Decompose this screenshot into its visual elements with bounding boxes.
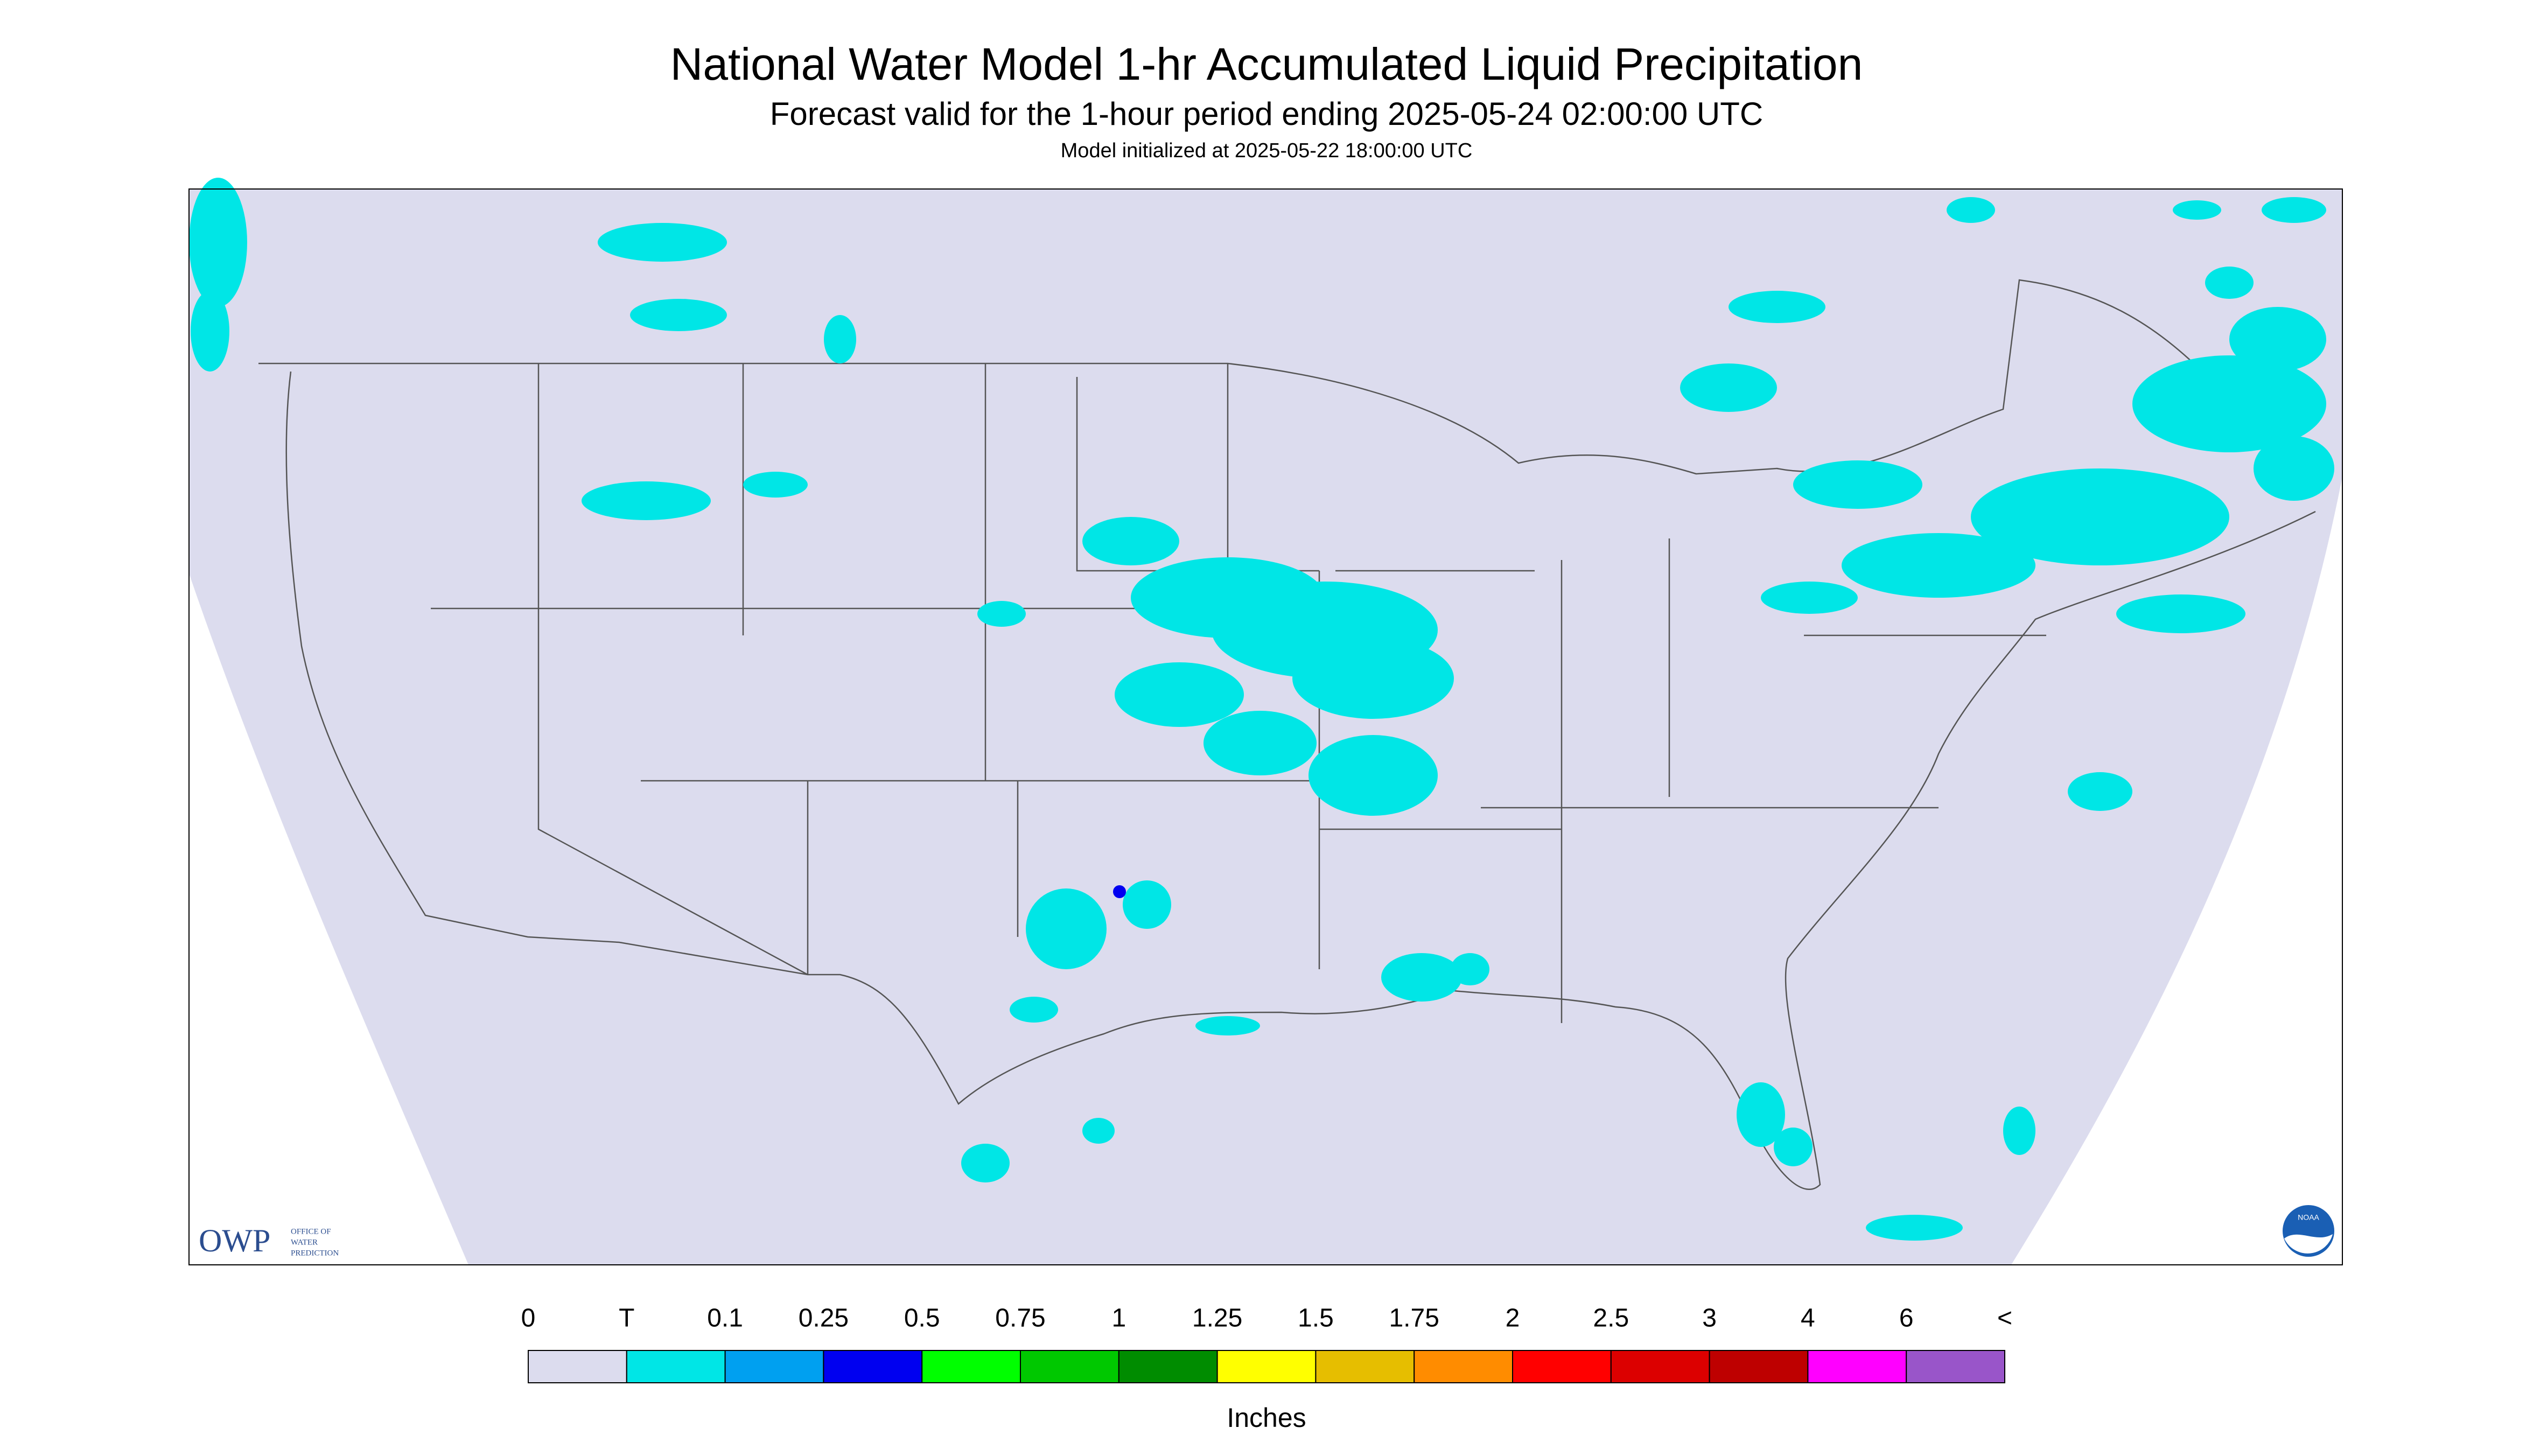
- precip-area: [1292, 638, 1454, 719]
- noaa-text: NOAA: [2298, 1213, 2319, 1222]
- precip-area: [1113, 885, 1126, 898]
- precip-area: [1947, 197, 1995, 223]
- legend-label: 1.75: [1389, 1304, 1439, 1333]
- legend-label: 0: [521, 1304, 536, 1333]
- precip-area: [1737, 1082, 1785, 1147]
- precip-area: [1774, 1128, 1813, 1166]
- legend-swatch: [1610, 1350, 1710, 1383]
- legend-swatch: [1020, 1350, 1119, 1383]
- legend-label: 1.25: [1192, 1304, 1242, 1333]
- precip-area: [1115, 662, 1244, 727]
- borders: [258, 279, 2316, 1191]
- legend-label: 1.5: [1298, 1304, 1334, 1333]
- precip-area: [2254, 436, 2334, 501]
- precip-area: [977, 601, 1026, 627]
- legend-swatch: [1807, 1350, 1907, 1383]
- legend-swatch: [921, 1350, 1021, 1383]
- precip-area: [598, 223, 727, 262]
- legend-label: 2: [1506, 1304, 1520, 1333]
- precip-area: [1195, 1016, 1260, 1035]
- precipitation: [189, 178, 2334, 1241]
- legend-label: 0.5: [904, 1304, 940, 1333]
- precip-area: [2173, 200, 2221, 220]
- precip-area: [1761, 582, 1858, 614]
- precip-area: [2132, 355, 2326, 452]
- precip-area: [1729, 291, 1825, 323]
- legend-label: 1: [1111, 1304, 1126, 1333]
- legend-swatch: [1709, 1350, 1809, 1383]
- legend-swatch: [1216, 1350, 1317, 1383]
- owp-text: WATER: [291, 1238, 318, 1247]
- precip-area: [2068, 772, 2132, 811]
- precip-area: [1866, 1215, 1963, 1241]
- owp-logo: OWP: [199, 1223, 270, 1258]
- coastline: [285, 371, 2316, 1191]
- precip-area: [1971, 468, 2229, 565]
- precip-area: [2205, 267, 2254, 299]
- precip-area: [1123, 880, 1171, 929]
- precip-area: [582, 481, 711, 520]
- legend-swatch: [1512, 1350, 1612, 1383]
- precip-area: [1842, 533, 2035, 598]
- precip-area: [1381, 953, 1462, 1002]
- legend-label: 4: [1801, 1304, 1815, 1333]
- owp-text: PREDICTION: [291, 1249, 339, 1257]
- precip-area: [1010, 997, 1058, 1023]
- precip-area: [2003, 1107, 2035, 1155]
- precip-area: [1793, 460, 1922, 509]
- legend-swatch: [1414, 1350, 1513, 1383]
- legend-label: 3: [1702, 1304, 1717, 1333]
- legend-swatch: [724, 1350, 824, 1383]
- precip-area: [1082, 1118, 1115, 1144]
- legend-label: T: [619, 1304, 634, 1333]
- precip-area: [189, 178, 247, 307]
- precip-area: [2229, 307, 2326, 372]
- precip-area: [2262, 197, 2326, 223]
- us-canada-border: [258, 279, 2208, 475]
- precip-area: [630, 299, 727, 331]
- legend-swatch: [1906, 1350, 2005, 1383]
- legend-label: <: [1997, 1304, 2012, 1333]
- noaa-wave: [2284, 1234, 2333, 1254]
- legend-label: 0.75: [995, 1304, 1045, 1333]
- legend-swatch: [823, 1350, 923, 1383]
- legend-label: 2.5: [1593, 1304, 1629, 1333]
- precip-area: [191, 291, 229, 372]
- precip-area: [1309, 735, 1438, 816]
- init-note: Model initialized at 2025-05-22 18:00:00…: [1061, 139, 1473, 162]
- subtitle: Forecast valid for the 1-hour period end…: [770, 96, 1763, 132]
- precip-area: [2116, 594, 2245, 633]
- legend: 0 T 0.1 0.25 0.5 0.75 1 1.25 1.5 1.75 2 2.5 3 4 6 <: [521, 1304, 2012, 1383]
- precip-area: [1082, 517, 1179, 565]
- precip-area: [1203, 711, 1317, 775]
- precip-area: [1451, 953, 1489, 985]
- legend-swatch: [528, 1350, 627, 1383]
- map-frame: [188, 188, 2343, 1265]
- legend-label: 6: [1899, 1304, 1914, 1333]
- legend-label: 0.25: [799, 1304, 849, 1333]
- precip-area: [743, 472, 808, 498]
- precip-area: [824, 315, 856, 363]
- title: National Water Model 1-hr Accumulated Li…: [670, 39, 1863, 89]
- legend-label: 0.1: [707, 1304, 743, 1333]
- legend-unit: Inches: [1227, 1403, 1306, 1433]
- legend-swatch: [1315, 1350, 1415, 1383]
- legend-swatch: [626, 1350, 726, 1383]
- precip-area: [1680, 363, 1777, 412]
- precip-area: [1026, 888, 1107, 969]
- precip-area: [961, 1144, 1010, 1182]
- legend-swatch: [1118, 1350, 1218, 1383]
- owp-text: OFFICE OF: [291, 1227, 331, 1236]
- map: OWP OFFICE OF WATER PREDICTION NOAA: [188, 178, 2343, 1265]
